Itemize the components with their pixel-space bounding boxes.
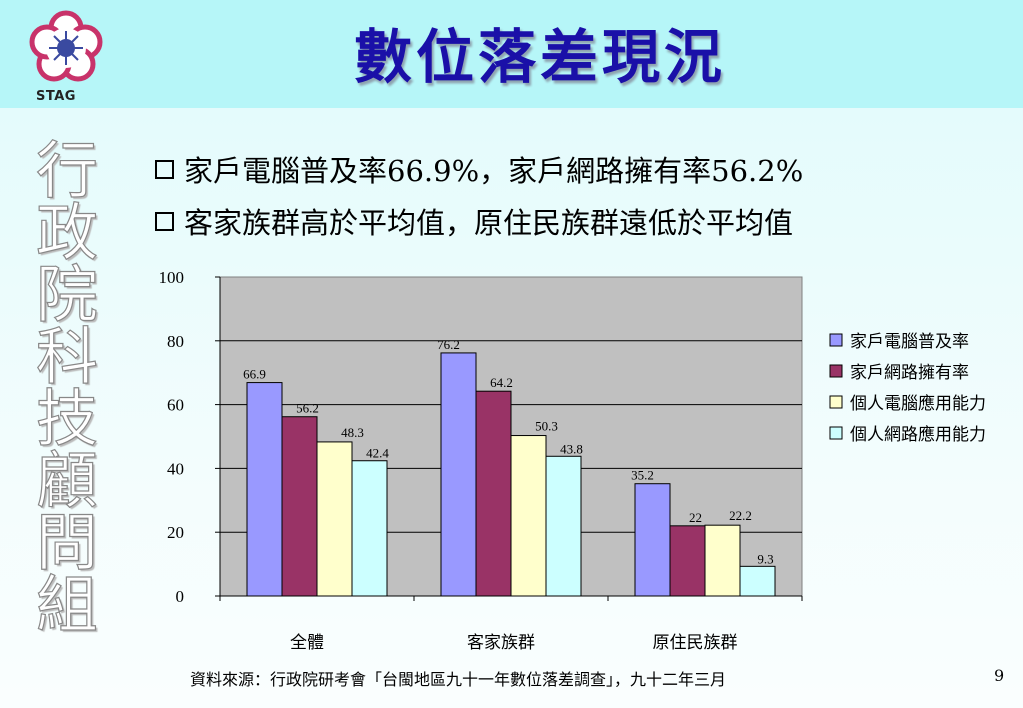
- data-label: 48.3: [341, 425, 364, 440]
- header-band: [0, 0, 1023, 108]
- x-tick-label: 全體: [290, 633, 324, 652]
- bar: [246, 382, 283, 597]
- vertical-title-char: 問: [35, 506, 98, 579]
- data-label: 43.8: [560, 441, 583, 456]
- vertical-title-char: 行: [35, 134, 98, 207]
- y-tick-label: 0: [176, 587, 185, 606]
- bar: [634, 483, 671, 597]
- vertical-title-char: 政: [35, 196, 98, 269]
- bar: [316, 441, 353, 597]
- vertical-title-char: 組: [35, 568, 98, 641]
- checkbox-bullet-icon: [155, 211, 174, 231]
- bullet-text-2: 客家族群高於平均值，原住民族群遠低於平均值: [184, 206, 794, 240]
- data-label: 22: [689, 510, 702, 525]
- legend-swatch: [829, 333, 843, 347]
- bar: [475, 390, 512, 597]
- bar: [440, 352, 477, 597]
- data-label: 9.3: [757, 551, 773, 566]
- y-tick-label: 100: [159, 268, 185, 287]
- legend-swatch: [829, 395, 843, 409]
- data-label: 42.4: [366, 446, 389, 461]
- y-tick-label: 80: [167, 332, 184, 351]
- y-tick-label: 40: [167, 459, 184, 478]
- data-label: 56.2: [296, 401, 319, 416]
- data-label: 35.2: [631, 468, 654, 483]
- bar: [545, 455, 582, 597]
- bar: [669, 525, 706, 597]
- legend-label: 家戶電腦普及率: [850, 332, 969, 351]
- checkbox-bullet-icon: [155, 159, 174, 179]
- bar: [510, 435, 547, 597]
- bar: [739, 565, 776, 597]
- vertical-org-title: 行政院科技顧問組: [34, 134, 100, 641]
- source-note: 資料來源：行政院研考會「台閩地區九十一年數位落差調查」，九十二年三月: [190, 670, 727, 689]
- data-label: 66.9: [243, 367, 266, 382]
- data-label: 50.3: [535, 419, 558, 434]
- legend-label: 個人網路應用能力: [850, 424, 986, 444]
- legend-swatch: [829, 364, 843, 378]
- page-number: 9: [994, 666, 1005, 685]
- data-label: 64.2: [490, 375, 513, 390]
- stag-logo: [18, 6, 114, 106]
- vertical-title-char: 顧: [35, 444, 98, 517]
- vertical-title-char: 技: [35, 382, 98, 455]
- bar: [281, 416, 318, 597]
- bullet-text-1: 家戶電腦普及率66.9%，家戶網路擁有率56.2%: [184, 154, 804, 188]
- vertical-title-char: 院: [35, 258, 98, 331]
- legend-swatch: [829, 426, 843, 440]
- page-title: 數位落差現況: [353, 23, 726, 91]
- legend-label: 家戶網路擁有率: [850, 363, 969, 382]
- logo-text: STAG: [36, 89, 76, 104]
- x-tick-label: 客家族群: [467, 633, 535, 652]
- bar: [704, 524, 741, 597]
- y-tick-label: 20: [167, 523, 184, 542]
- legend-label: 個人電腦應用能力: [850, 393, 986, 413]
- bar: [351, 460, 388, 597]
- bullet-item-1: 家戶電腦普及率66.9%，家戶網路擁有率56.2%: [155, 148, 803, 190]
- x-tick-label: 原住民族群: [653, 633, 738, 652]
- data-label: 22.2: [729, 508, 752, 523]
- data-label: 76.2: [437, 337, 460, 352]
- y-tick-label: 60: [167, 396, 184, 415]
- vertical-title-char: 科: [35, 320, 98, 393]
- bullet-item-2: 客家族群高於平均值，原住民族群遠低於平均值: [155, 200, 793, 242]
